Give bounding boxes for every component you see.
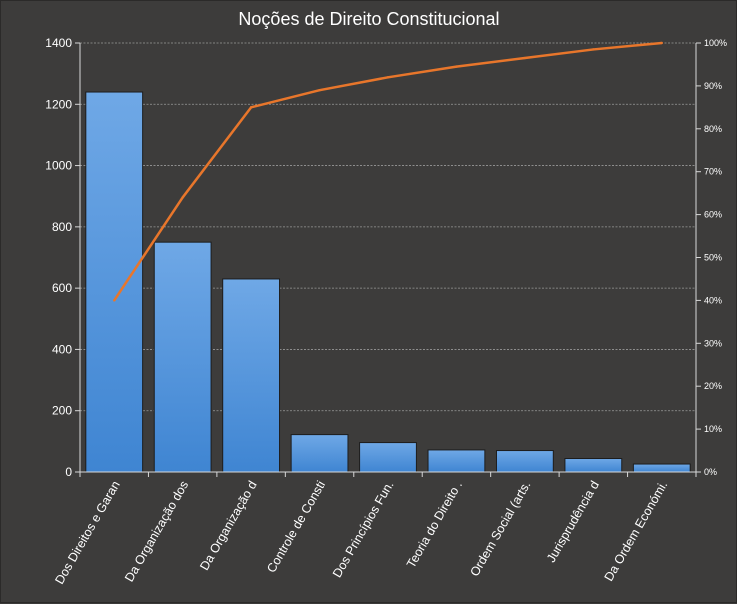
y2-tick-label: 20%: [704, 381, 722, 391]
y2-tick-label: 70%: [704, 167, 722, 177]
bar: [632, 463, 691, 473]
cumulative-point: [592, 48, 595, 51]
x-tick-label: Ordem Social (arts.: [468, 479, 534, 579]
bar: [495, 450, 554, 473]
x-tick-label: Da Organização dos: [122, 479, 191, 585]
bar: [359, 442, 417, 473]
y-tick-label: 800: [52, 220, 72, 234]
y-tick-label: 600: [52, 281, 72, 295]
x-tick-label: Jurisprudência d: [544, 478, 602, 564]
y-tick-label: 1000: [45, 159, 72, 173]
y-tick-label: 200: [52, 404, 72, 418]
y-axis-tick-labels: 0 200 400 600 800 1000 1200 1400: [45, 36, 72, 479]
cumulative-point: [386, 76, 390, 79]
y-tick-label: 1400: [45, 36, 72, 50]
y2-tick-label: 50%: [704, 253, 722, 263]
y2-tick-label: 30%: [704, 338, 722, 348]
bar: [85, 91, 144, 473]
x-tick-label: Dos Princípios Fun.: [330, 479, 397, 580]
bar: [564, 458, 623, 473]
y-tick-label: 0: [65, 465, 72, 479]
y2-tick-label: 100%: [704, 38, 727, 48]
cumulative-point: [181, 196, 184, 199]
y2-axis-tick-labels: 0% 10% 20% 30% 40% 50% 60% 70% 80% 90% 100%: [704, 38, 727, 477]
bar: [290, 434, 349, 473]
x-tick-label: Dos Direitos e Garan: [52, 478, 123, 586]
bar-series: [85, 91, 691, 473]
y2-tick-label: 0%: [704, 467, 717, 477]
axes: [75, 42, 701, 477]
chart-title: Noções de Direito Constitucional: [238, 9, 499, 29]
y2-tick-label: 90%: [704, 81, 722, 91]
bar: [222, 278, 281, 473]
y-tick-label: 1200: [45, 97, 72, 111]
x-axis-tick-labels: Dos Direitos e Garan Da Organização dos Da…: [52, 478, 670, 586]
cumulative-point: [113, 299, 116, 302]
y2-tick-label: 80%: [704, 124, 722, 134]
x-tick-label: Teoria do Direito .: [404, 479, 465, 571]
y2-tick-label: 10%: [704, 424, 722, 434]
y2-tick-label: 60%: [704, 210, 722, 220]
cumulative-point: [318, 88, 321, 92]
y-tick-label: 400: [52, 342, 72, 356]
x-tick-label: Controle de Consti: [264, 479, 328, 576]
y2-tick-label: 40%: [704, 295, 722, 305]
x-tick-label: Da Ordem Económi.: [602, 479, 671, 584]
x-tick-label: Da Organização d: [197, 478, 260, 572]
cumulative-line-series: [113, 41, 663, 302]
cumulative-point: [249, 106, 253, 109]
bar: [427, 449, 486, 473]
cumulative-point: [455, 65, 458, 68]
cumulative-point: [523, 56, 527, 60]
cumulative-point: [660, 41, 663, 45]
bar: [153, 241, 212, 473]
